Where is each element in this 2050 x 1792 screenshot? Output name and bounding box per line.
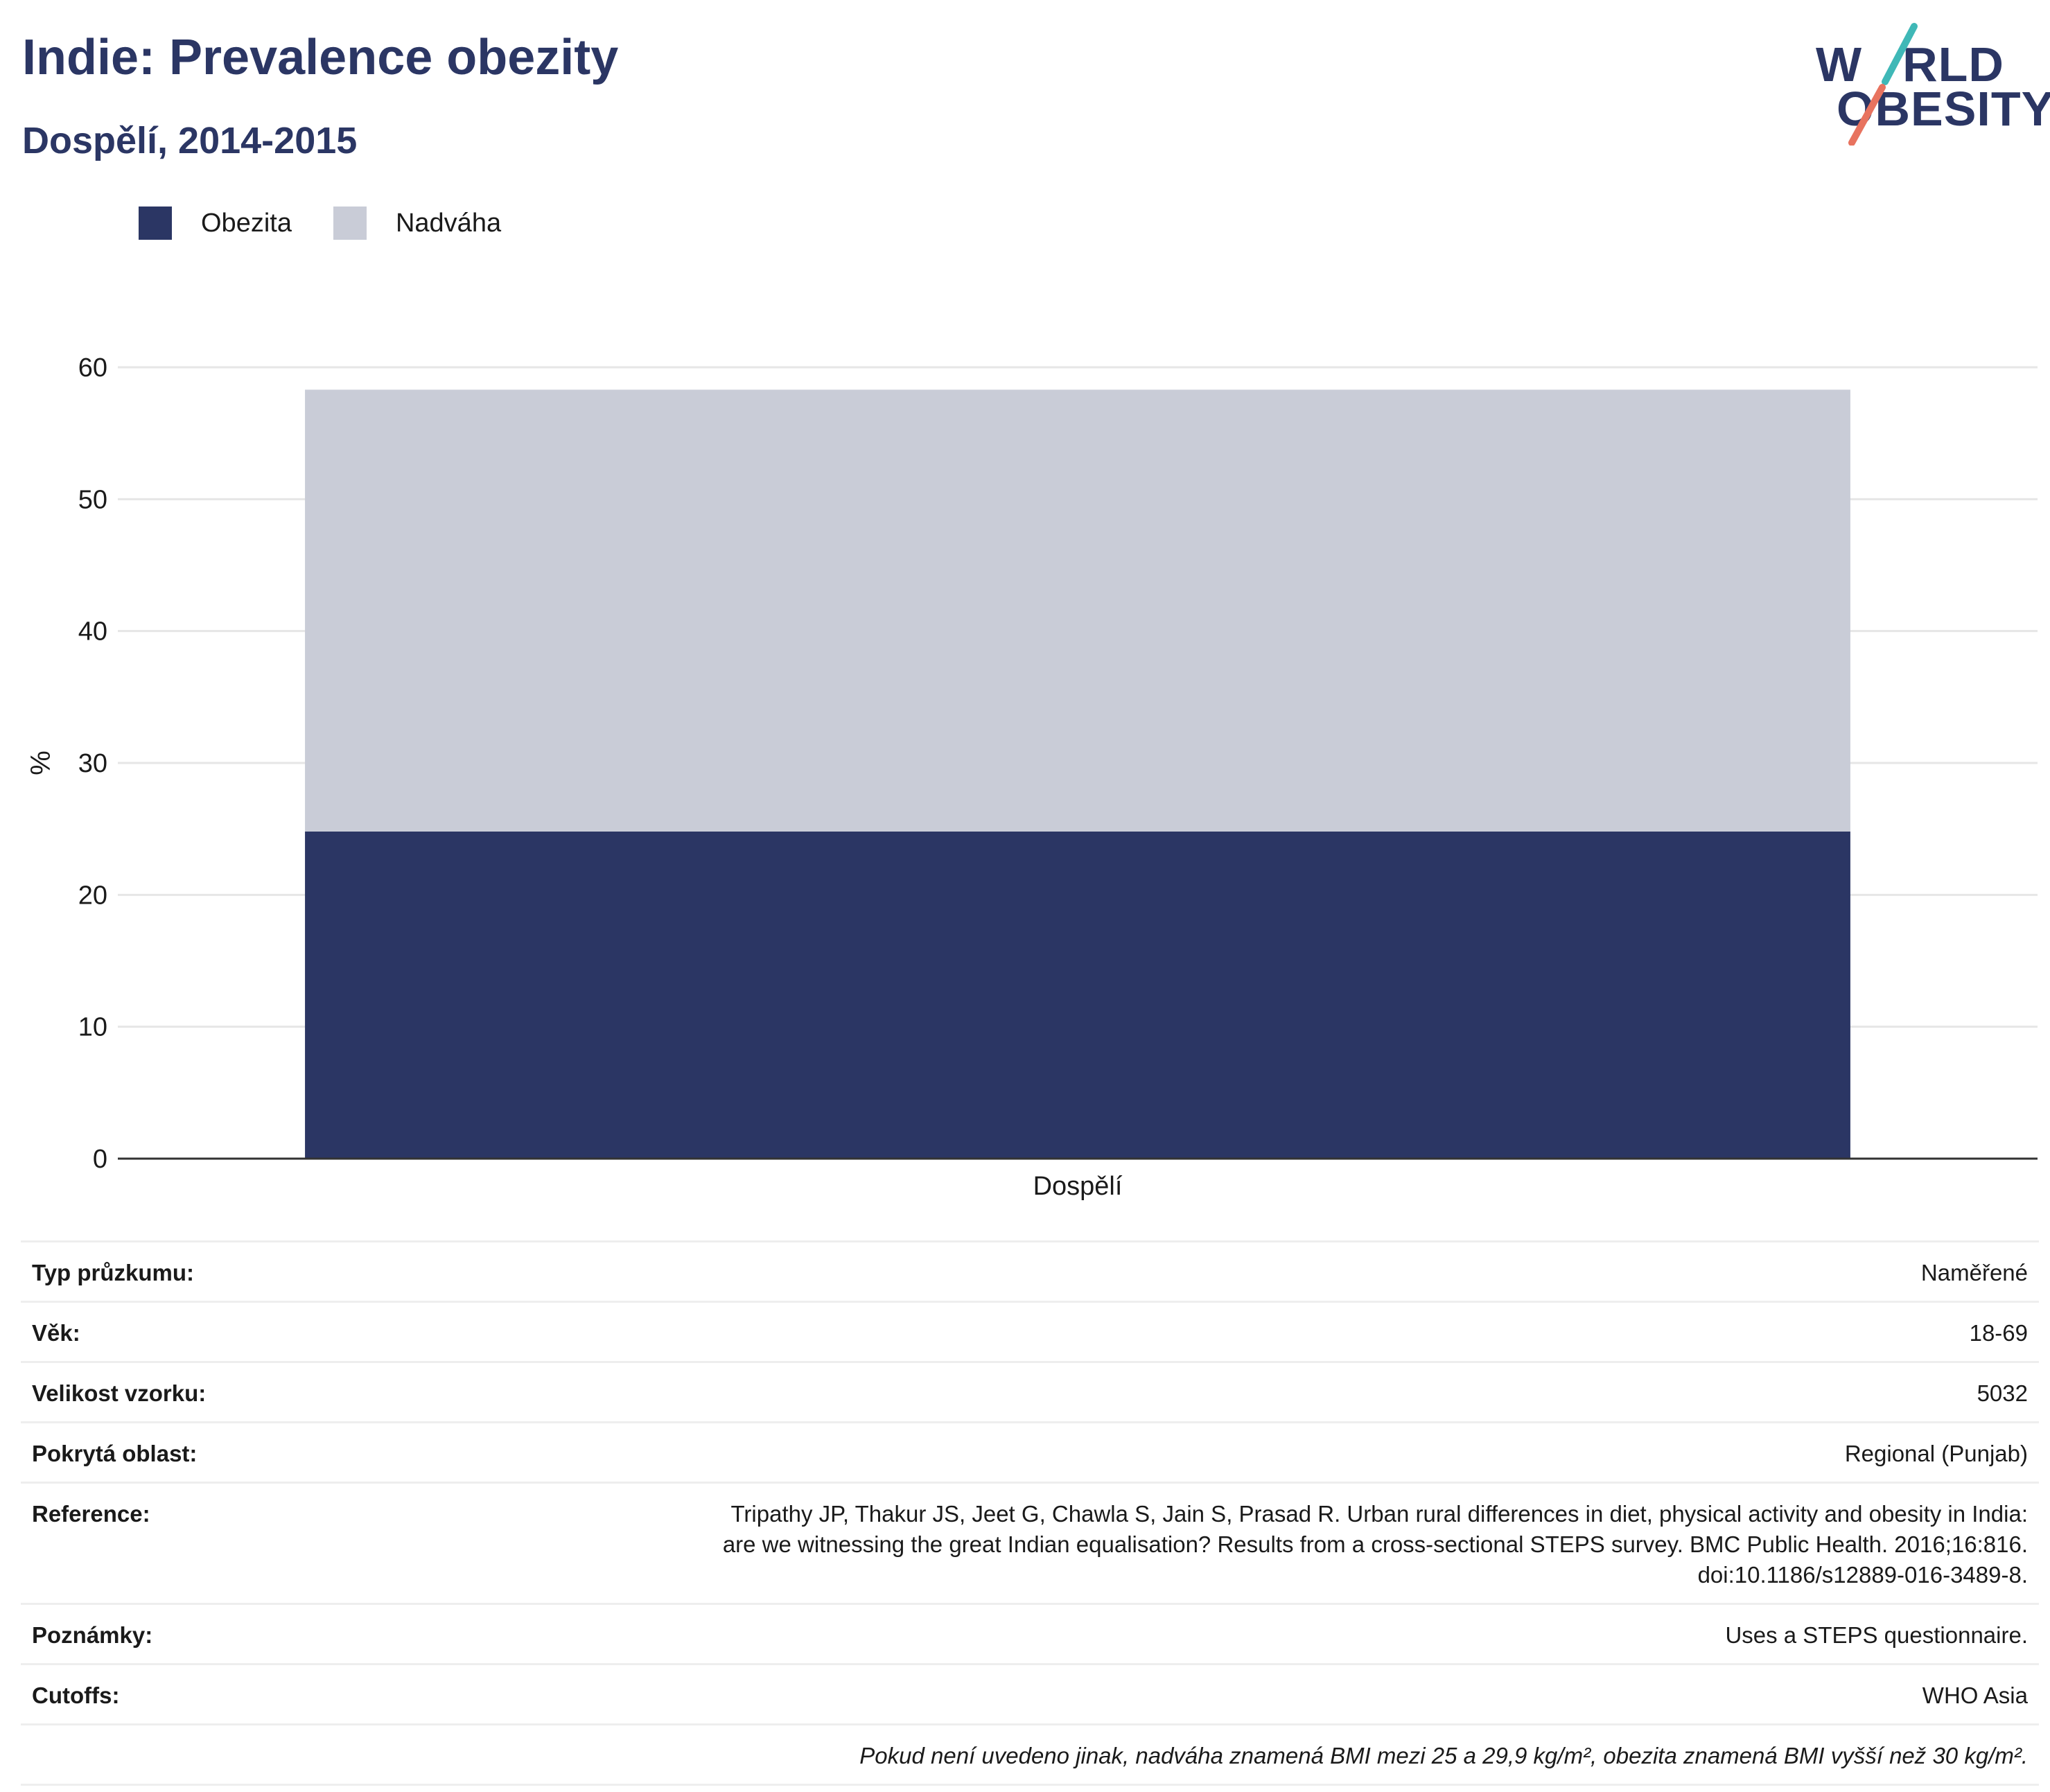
legend-label-obesity: Obezita [201, 208, 292, 238]
bar-obesity-0 [305, 831, 1850, 1159]
info-row: Věk: 18-69 [21, 1301, 2039, 1362]
info-value: Tripathy JP, Thakur JS, Jeet G, Chawla S… [217, 1482, 2039, 1604]
y-tick-label: 20 [78, 881, 107, 910]
y-tick-label: 0 [93, 1145, 107, 1174]
chart-subtitle: Dospělí, 2014-2015 [22, 120, 358, 161]
info-key: Velikost vzorku: [21, 1361, 218, 1423]
info-row: Typ průzkumu: Naměřené [21, 1240, 2039, 1302]
y-tick-label: 10 [78, 1013, 107, 1042]
info-value: 5032 [217, 1361, 2039, 1423]
info-key: Cutoffs: [21, 1663, 218, 1725]
survey-info-table: Typ průzkumu: Naměřené Věk: 18-69 Velikost v… [21, 1240, 2039, 1786]
logo-word-world: W RLD [1816, 37, 2004, 91]
info-row: Pokrytá oblast: Regional (Punjab) [21, 1421, 2039, 1483]
info-key: Poznámky: [21, 1603, 218, 1664]
bmi-definition-footnote: Pokud není uvedeno jinak, nadváha znamen… [21, 1723, 2039, 1786]
info-row: Poznámky: Uses a STEPS questionnaire. [21, 1603, 2039, 1664]
info-value: Uses a STEPS questionnaire. [217, 1603, 2039, 1664]
info-value: Regional (Punjab) [217, 1421, 2039, 1483]
info-key: Pokrytá oblast: [21, 1421, 218, 1483]
legend-label-overweight: Nadváha [395, 208, 502, 238]
legend-swatch-overweight [333, 207, 367, 240]
info-value: 18-69 [217, 1301, 2039, 1362]
y-tick-label: 40 [78, 617, 107, 647]
bar-overweight-0 [305, 389, 1850, 832]
footnote-row: Pokud není uvedeno jinak, nadváha znamen… [21, 1723, 2039, 1786]
world-obesity-logo: W RLD OBESITY [1816, 21, 2050, 146]
info-value: Naměřené [217, 1240, 2039, 1302]
legend-item-overweight[interactable]: Nadváha [333, 207, 501, 240]
chart-title: Indie: Prevalence obezity [22, 30, 619, 85]
logo-slash-icon [1848, 23, 1918, 146]
y-tick-label: 30 [78, 749, 107, 778]
legend-swatch-obesity [139, 207, 172, 240]
y-tick-label: 50 [78, 485, 107, 514]
y-axis-title: % [26, 750, 56, 775]
info-key: Reference: [21, 1482, 218, 1604]
info-value: WHO Asia [217, 1663, 2039, 1725]
info-key: Typ průzkumu: [21, 1240, 218, 1302]
info-row: Velikost vzorku: 5032 [21, 1361, 2039, 1423]
chart-legend: Obezita Nadváha [139, 207, 543, 240]
info-row: Cutoffs: WHO Asia [21, 1663, 2039, 1725]
legend-item-obesity[interactable]: Obezita [139, 207, 292, 240]
info-key: Věk: [21, 1301, 218, 1362]
x-category-label: Dospělí [1033, 1172, 1123, 1201]
info-row: Reference: Tripathy JP, Thakur JS, Jeet G… [21, 1482, 2039, 1604]
y-tick-label: 60 [78, 353, 107, 383]
bar-chart: 0 10 20 30 40 50 60% Dospělí [26, 353, 2038, 1201]
